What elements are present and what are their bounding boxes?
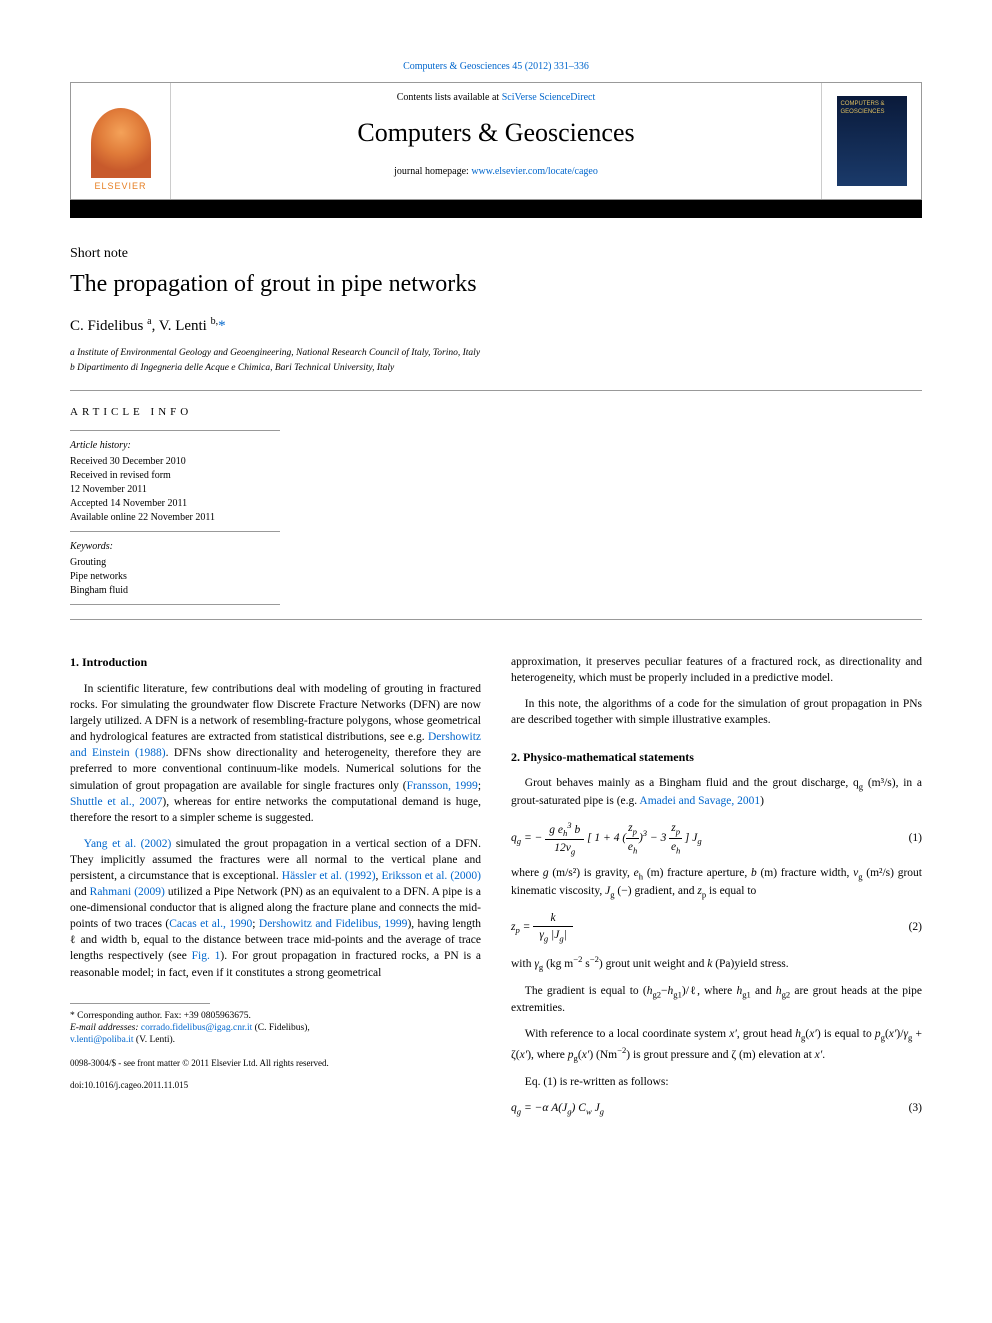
equation-number: (2) <box>892 919 922 935</box>
keyword: Bingham fluid <box>70 584 922 598</box>
text: Grout behaves mainly as a Bingham fluid … <box>525 777 859 789</box>
copyright-line: 0098-3004/$ - see front matter © 2011 El… <box>70 1057 481 1070</box>
body-columns: 1. Introduction In scientific literature… <box>70 654 922 1125</box>
text: (C. Fidelibus), <box>252 1023 310 1033</box>
info-rule <box>70 604 280 605</box>
keyword: Pipe networks <box>70 570 922 584</box>
divider <box>70 619 922 620</box>
reference-link[interactable]: Cacas et al., 1990 <box>169 918 252 930</box>
reference-link[interactable]: Shuttle et al., 2007 <box>70 796 162 808</box>
text: ; <box>252 918 259 930</box>
homepage-prefix: journal homepage: <box>394 166 471 177</box>
email-footnote: E-mail addresses: corrado.fidelibus@igag… <box>70 1022 481 1047</box>
reference-link[interactable]: Fransson, 1999 <box>407 780 478 792</box>
journal-name: Computers & Geosciences <box>171 115 821 151</box>
top-citation: Computers & Geosciences 45 (2012) 331–33… <box>70 60 922 74</box>
history-label: Article history: <box>70 439 922 453</box>
equation: zp = kγg |Jg| (2) <box>511 910 922 944</box>
cover-thumb-block: COMPUTERS & GEOSCIENCES <box>821 83 921 199</box>
text: In scientific literature, few contributi… <box>70 683 481 743</box>
equation: qg = − g eh3 b12νg [ 1 + 4 (zpeh)3 − 3 z… <box>511 819 922 858</box>
info-rule <box>70 531 280 532</box>
doi-line: doi:10.1016/j.cageo.2011.11.015 <box>70 1079 481 1092</box>
right-column: approximation, it preserves peculiar fea… <box>511 654 922 1125</box>
text: and <box>70 886 90 898</box>
author-list: C. Fidelibus a, V. Lenti b,* <box>70 315 922 337</box>
keywords-label: Keywords: <box>70 540 922 554</box>
article-info-heading: article info <box>70 405 922 420</box>
sciencedirect-link[interactable]: SciVerse ScienceDirect <box>502 92 596 103</box>
text: ; <box>478 780 481 792</box>
reference-link[interactable]: Hässler et al. (1992) <box>282 870 376 882</box>
email-link[interactable]: v.lenti@poliba.it <box>70 1035 134 1045</box>
publisher-label: ELSEVIER <box>94 180 146 193</box>
keyword: Grouting <box>70 556 922 570</box>
paragraph: With reference to a local coordinate sys… <box>511 1026 922 1064</box>
paragraph: Eq. (1) is re-written as follows: <box>511 1074 922 1090</box>
paragraph: with γg (kg m−2 s−2) grout unit weight a… <box>511 953 922 973</box>
masthead-black-bar <box>70 200 922 218</box>
info-rule <box>70 430 280 431</box>
homepage-line: journal homepage: www.elsevier.com/locat… <box>171 165 821 179</box>
affiliation-b: b Dipartimento di Ingegneria delle Acque… <box>70 362 922 375</box>
equation-body: zp = kγg |Jg| <box>511 910 892 944</box>
equation: qg = −α A(Jg) Cw Jg (3) <box>511 1100 922 1117</box>
left-column: 1. Introduction In scientific literature… <box>70 654 481 1125</box>
equation-number: (3) <box>892 1100 922 1116</box>
paragraph: The gradient is equal to (hg2−hg1)/ℓ, wh… <box>511 983 922 1016</box>
elsevier-tree-icon <box>91 108 151 178</box>
equation-number: (1) <box>892 830 922 846</box>
history-line: 12 November 2011 <box>70 483 922 497</box>
footnote-separator <box>70 1003 210 1004</box>
article-title: The propagation of grout in pipe network… <box>70 268 922 302</box>
journal-cover-thumbnail: COMPUTERS & GEOSCIENCES <box>837 96 907 186</box>
paragraph: where g (m/s²) is gravity, eh (m) fractu… <box>511 865 922 900</box>
figure-link[interactable]: Fig. 1 <box>192 950 221 962</box>
equation-body: qg = −α A(Jg) Cw Jg <box>511 1100 892 1117</box>
text: ) <box>760 795 764 807</box>
publisher-block: ELSEVIER <box>71 83 171 199</box>
masthead: ELSEVIER Contents lists available at Sci… <box>70 82 922 200</box>
journal-citation-link[interactable]: Computers & Geosciences 45 (2012) 331–33… <box>403 61 589 72</box>
reference-link[interactable]: Eriksson et al. (2000) <box>381 870 481 882</box>
corresponding-footnote: * Corresponding author. Fax: +39 0805963… <box>70 1010 481 1022</box>
masthead-center: Contents lists available at SciVerse Sci… <box>171 83 821 199</box>
section-heading: 1. Introduction <box>70 654 481 671</box>
history-line: Available online 22 November 2011 <box>70 511 922 525</box>
reference-link[interactable]: Yang et al. (2002) <box>84 838 172 850</box>
text: (V. Lenti). <box>134 1035 176 1045</box>
paragraph: In scientific literature, few contributi… <box>70 681 481 826</box>
history-line: Received 30 December 2010 <box>70 455 922 469</box>
paragraph: In this note, the algorithms of a code f… <box>511 696 922 728</box>
email-link[interactable]: corrado.fidelibus@igag.cnr.it <box>141 1023 252 1033</box>
section-heading: 2. Physico-mathematical statements <box>511 749 922 766</box>
divider <box>70 390 922 391</box>
article-type: Short note <box>70 244 922 264</box>
page: Computers & Geosciences 45 (2012) 331–33… <box>0 0 992 1165</box>
reference-link[interactable]: Amadei and Savage, 2001 <box>639 795 760 807</box>
equation-body: qg = − g eh3 b12νg [ 1 + 4 (zpeh)3 − 3 z… <box>511 819 892 858</box>
reference-link[interactable]: Dershowitz and Fidelibus, 1999 <box>259 918 408 930</box>
corresponding-author-mark[interactable]: * <box>218 318 226 334</box>
homepage-link[interactable]: www.elsevier.com/locate/cageo <box>471 166 598 177</box>
paragraph: Grout behaves mainly as a Bingham fluid … <box>511 775 922 808</box>
article-info: article info Article history: Received 3… <box>70 405 922 605</box>
paragraph: Yang et al. (2002) simulated the grout p… <box>70 836 481 981</box>
authors-text: C. Fidelibus a, V. Lenti b, <box>70 318 218 334</box>
paragraph: approximation, it preserves peculiar fea… <box>511 654 922 686</box>
email-label: E-mail addresses: <box>70 1023 141 1033</box>
affiliation-a: a Institute of Environmental Geology and… <box>70 347 922 360</box>
history-line: Received in revised form <box>70 469 922 483</box>
reference-link[interactable]: Rahmani (2009) <box>90 886 165 898</box>
history-line: Accepted 14 November 2011 <box>70 497 922 511</box>
contents-line: Contents lists available at SciVerse Sci… <box>171 91 821 105</box>
contents-prefix: Contents lists available at <box>397 92 502 103</box>
